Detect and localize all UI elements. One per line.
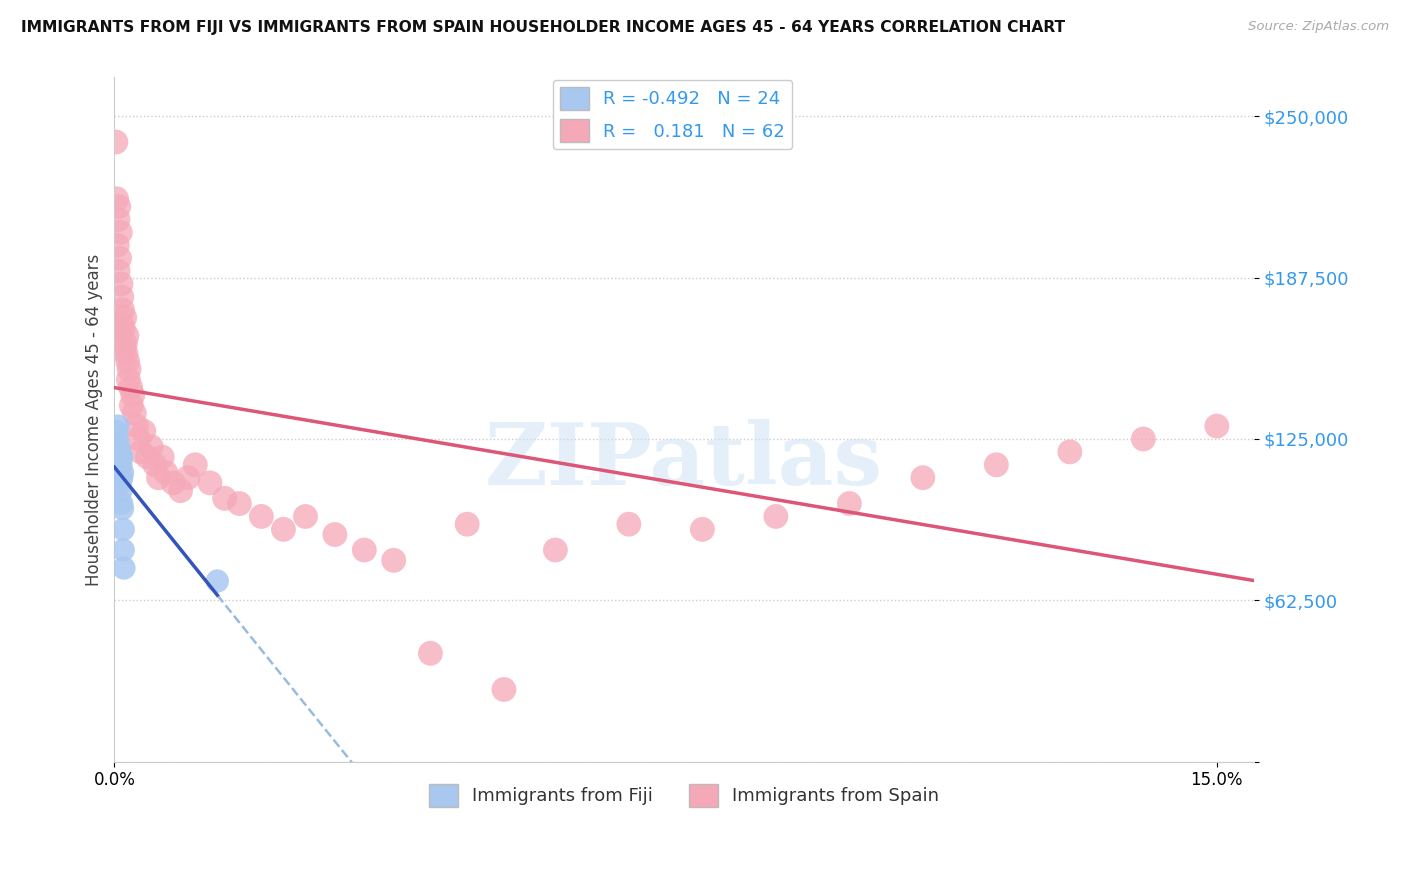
Point [1059,445,1081,459]
Point [110,458,132,472]
Point [838,496,860,510]
Point [110,450,132,464]
Point [162,475,184,490]
Point [110,226,132,240]
Point [911,471,934,485]
Point [121,388,143,402]
Point [104,424,127,438]
Point [1132,432,1154,446]
Point [115,347,138,361]
Point [105,238,128,252]
Point [111,450,134,464]
Point [112,321,135,335]
Point [111,290,134,304]
Point [122,406,145,420]
Point [108,466,131,480]
Point [198,475,221,490]
Point [105,450,128,464]
Point [148,471,170,485]
Point [112,522,135,536]
Point [108,200,131,214]
Point [382,553,405,567]
Point [492,682,515,697]
Point [117,354,139,368]
Point [110,475,132,490]
Text: Source: ZipAtlas.com: Source: ZipAtlas.com [1249,20,1389,33]
Point [207,574,229,588]
Legend: Immigrants from Fiji, Immigrants from Spain: Immigrants from Fiji, Immigrants from Sp… [422,777,946,814]
Point [353,543,375,558]
Point [107,445,129,459]
Point [228,496,250,510]
Point [112,342,135,356]
Point [184,458,207,472]
Point [112,561,135,575]
Point [114,336,136,351]
Point [114,310,136,325]
Point [120,380,142,394]
Point [111,321,134,335]
Point [986,458,1008,472]
Point [155,466,177,480]
Point [105,192,128,206]
Point [107,212,129,227]
Point [117,373,139,387]
Point [169,483,191,498]
Text: IMMIGRANTS FROM FIJI VS IMMIGRANTS FROM SPAIN HOUSEHOLDER INCOME AGES 45 - 64 YE: IMMIGRANTS FROM FIJI VS IMMIGRANTS FROM … [21,20,1066,35]
Point [111,302,134,317]
Point [323,527,346,541]
Point [105,432,128,446]
Point [692,522,714,536]
Point [118,362,141,376]
Point [128,432,150,446]
Point [111,496,134,510]
Point [177,471,200,485]
Point [132,424,155,438]
Point [115,328,138,343]
Point [136,450,159,464]
Point [120,398,142,412]
Point [544,543,567,558]
Point [110,316,132,330]
Point [150,450,173,464]
Point [765,509,787,524]
Point [1205,419,1227,434]
Point [143,458,166,472]
Point [294,509,316,524]
Point [108,251,131,265]
Point [617,517,640,532]
Point [419,646,441,660]
Point [125,419,148,434]
Y-axis label: Householder Income Ages 45 - 64 years: Householder Income Ages 45 - 64 years [86,253,103,586]
Point [108,440,131,454]
Point [112,543,135,558]
Text: ZIPatlas: ZIPatlas [485,418,883,503]
Point [104,135,127,149]
Point [111,466,134,480]
Point [111,471,134,485]
Point [108,450,131,464]
Point [141,440,163,454]
Point [273,522,295,536]
Point [456,517,478,532]
Point [110,483,132,498]
Point [110,277,132,291]
Point [108,445,131,459]
Point [107,264,129,278]
Point [105,440,128,454]
Point [250,509,273,524]
Point [129,445,152,459]
Point [214,491,236,506]
Point [108,471,131,485]
Point [107,419,129,434]
Point [111,501,134,516]
